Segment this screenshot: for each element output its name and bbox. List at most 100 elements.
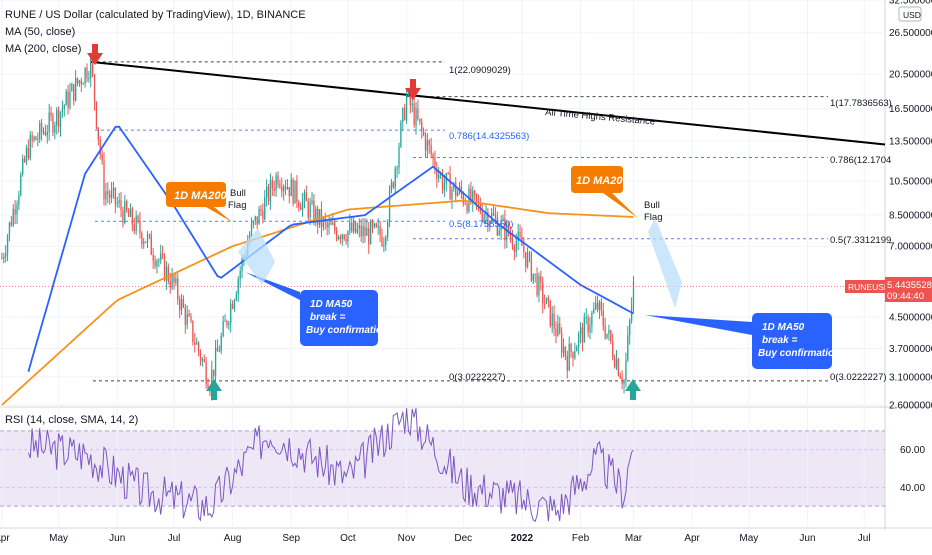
candle-body: [585, 316, 587, 318]
price-tick-label: 7.0000000: [889, 242, 932, 253]
candle-body: [5, 253, 7, 257]
candle-body: [224, 320, 226, 322]
rsi-legend[interactable]: RSI (14, close, SMA, 14, 2): [5, 414, 139, 426]
candle-body: [390, 182, 393, 191]
candle-body: [213, 369, 215, 376]
candle-body: [169, 281, 171, 288]
candle-body: [86, 67, 88, 79]
currency-badge[interactable]: USD: [898, 6, 922, 22]
candle-body: [126, 201, 128, 211]
candle-body: [76, 77, 79, 84]
bull-flag-channel-1: [238, 228, 275, 285]
candle-body: [426, 140, 429, 151]
candle-body: [107, 191, 109, 195]
candle-body: [112, 187, 115, 191]
candle-body: [447, 173, 449, 175]
candle-body: [16, 204, 18, 215]
candle-body: [619, 375, 621, 379]
candle-body: [197, 342, 200, 352]
fib-5-left-label: 0.5(8.1758550): [449, 219, 513, 230]
candle-body: [12, 208, 14, 226]
candle-body: [377, 225, 379, 227]
candle-body: [50, 112, 52, 116]
candle-body: [422, 130, 425, 135]
candle-body: [275, 175, 277, 191]
candle-body: [515, 241, 517, 252]
candle-body: [430, 145, 432, 155]
candle-body: [216, 347, 219, 352]
fib-0-left-label: 0(3.0222227): [449, 372, 506, 383]
candle-body: [402, 108, 404, 123]
candle-body: [326, 221, 328, 228]
candle-body: [613, 357, 616, 368]
candle-body: [347, 230, 349, 242]
candle-body: [309, 203, 311, 218]
candle-body: [307, 201, 309, 218]
candle-body: [470, 188, 472, 203]
ma200-legend[interactable]: MA (200, close): [5, 43, 82, 55]
candle-body: [604, 326, 606, 338]
candle-body: [576, 346, 578, 352]
candle-body: [472, 190, 474, 203]
candle-body: [250, 224, 253, 236]
candle-body: [413, 103, 415, 126]
candle-body: [118, 200, 120, 203]
candle-body: [598, 301, 601, 310]
rsi-line: [27, 408, 634, 522]
candle-body: [356, 228, 359, 233]
candle-body: [538, 276, 540, 296]
candle-body: [595, 302, 597, 309]
candle-body: [281, 186, 283, 192]
candle-body: [135, 216, 137, 232]
candle-body: [18, 194, 20, 205]
candle-body: [441, 173, 444, 190]
candle-body: [432, 154, 434, 158]
candle-body: [27, 148, 30, 159]
candle-body: [409, 90, 412, 106]
candle-body: [300, 207, 302, 210]
candle-body: [371, 221, 374, 227]
candle-body: [269, 179, 272, 202]
ma50-legend[interactable]: MA (50, close): [5, 26, 76, 38]
candle-body: [424, 134, 427, 151]
candle-body: [56, 109, 58, 126]
time-tick-label: Apr: [0, 533, 10, 544]
time-tick-label: Feb: [572, 533, 590, 544]
candle-body: [627, 334, 629, 360]
candle-body: [568, 344, 570, 371]
candle-body: [555, 328, 557, 336]
candle-body: [171, 274, 173, 288]
candle-body: [587, 316, 589, 332]
candle-body: [175, 278, 177, 283]
candle-body: [564, 346, 567, 357]
candle-body: [67, 91, 69, 108]
candle-body: [400, 122, 402, 147]
candle-body: [606, 333, 608, 338]
candle-body: [258, 208, 260, 225]
time-tick-label: May: [739, 533, 758, 544]
candle-body: [530, 253, 533, 281]
candle-body: [375, 223, 377, 227]
candle-body: [383, 244, 385, 246]
candle-body: [392, 182, 394, 188]
candle-body: [116, 202, 118, 204]
candle-body: [44, 131, 47, 136]
candle-body: [101, 154, 103, 161]
candle-body: [180, 298, 183, 310]
chart-title[interactable]: RUNE / US Dollar (calculated by TradingV…: [5, 9, 306, 21]
candle-body: [517, 231, 519, 242]
time-tick-label: Jul: [168, 533, 181, 544]
price-tick-label: 32.5000000: [889, 0, 932, 7]
candle-body: [354, 221, 357, 233]
candle-body: [421, 121, 423, 131]
candle-body: [335, 230, 338, 240]
bull-flag-label-2-line2: Flag: [644, 212, 662, 223]
candle-body: [600, 301, 603, 311]
candle-body: [271, 179, 273, 189]
candle-body: [498, 230, 500, 235]
candle-body: [583, 316, 585, 343]
time-tick-label: Jun: [799, 533, 815, 544]
candle-body: [577, 333, 580, 347]
